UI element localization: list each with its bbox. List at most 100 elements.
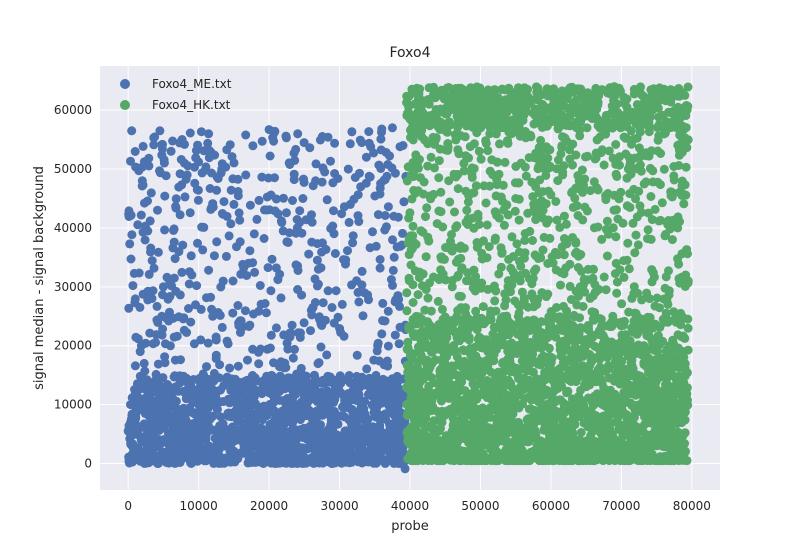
data-point-me: [301, 371, 311, 381]
data-point-me: [276, 376, 286, 386]
data-point-hk: [662, 296, 672, 306]
data-point-hk: [520, 229, 530, 238]
data-point-me: [366, 442, 376, 452]
data-point-hk: [568, 436, 578, 446]
data-point-hk: [507, 382, 517, 392]
data-point-me: [265, 343, 275, 353]
data-point-hk: [436, 207, 446, 217]
data-point-me: [375, 255, 385, 264]
data-point-me: [216, 385, 226, 395]
data-point-hk: [404, 276, 414, 286]
data-point-hk: [425, 432, 435, 442]
data-point-me: [346, 438, 356, 448]
data-point-hk: [529, 315, 538, 325]
data-point-me: [231, 405, 241, 415]
data-point-me: [290, 344, 299, 354]
data-point-me: [180, 192, 190, 202]
data-point-me: [209, 251, 219, 261]
data-point-me: [130, 453, 140, 463]
data-point-hk: [447, 276, 457, 285]
data-point-hk: [671, 311, 681, 321]
data-point-me: [348, 238, 358, 248]
data-point-me: [185, 208, 195, 218]
data-point-me: [228, 308, 238, 318]
data-point-me: [358, 311, 368, 321]
data-point-me: [234, 208, 244, 218]
data-point-me: [309, 456, 319, 466]
data-point-me: [250, 429, 260, 439]
data-point-hk: [408, 431, 418, 441]
data-point-me: [381, 222, 391, 232]
data-point-hk: [624, 371, 634, 381]
data-point-me: [265, 151, 275, 161]
data-point-me: [393, 212, 403, 222]
data-point-me: [266, 286, 276, 296]
data-point-hk: [508, 417, 518, 427]
data-point-me: [217, 322, 227, 332]
data-point-me: [356, 182, 366, 192]
data-point-hk: [568, 202, 578, 212]
data-point-hk: [604, 229, 613, 239]
data-point-hk: [669, 390, 679, 400]
data-point-hk: [440, 325, 450, 335]
data-point-hk: [677, 190, 687, 200]
data-point-hk: [613, 357, 623, 367]
data-point-me: [363, 389, 373, 399]
data-point-me: [141, 434, 151, 443]
data-point-hk: [575, 456, 585, 466]
data-point-me: [339, 202, 349, 212]
data-point-hk: [627, 360, 637, 370]
data-point-hk: [597, 434, 607, 444]
data-point-me: [153, 205, 162, 215]
data-point-me: [168, 136, 178, 146]
data-point-hk: [485, 166, 495, 176]
data-point-me: [275, 458, 285, 468]
data-point-me: [235, 215, 245, 225]
data-point-hk: [494, 213, 504, 223]
data-point-hk: [546, 353, 556, 363]
data-point-hk: [517, 346, 526, 355]
data-point-hk: [602, 216, 612, 226]
data-point-me: [159, 158, 169, 168]
data-point-me: [201, 456, 211, 466]
data-point-me: [266, 458, 276, 468]
data-point-hk: [425, 446, 435, 456]
data-point-hk: [602, 395, 612, 405]
data-point-hk: [667, 235, 677, 245]
data-point-hk: [568, 139, 578, 149]
data-point-me: [193, 195, 203, 205]
data-point-hk: [679, 400, 689, 410]
data-point-hk: [682, 368, 692, 378]
data-point-hk: [661, 369, 670, 379]
data-point-me: [259, 234, 269, 243]
data-point-me: [174, 182, 184, 192]
data-point-hk: [568, 160, 577, 170]
data-point-hk: [549, 386, 559, 395]
data-point-hk: [434, 156, 444, 166]
data-point-hk: [412, 319, 422, 329]
data-point-hk: [607, 345, 616, 355]
data-point-me: [212, 185, 222, 195]
data-point-hk: [612, 288, 622, 298]
data-point-me: [199, 146, 209, 156]
data-point-hk: [487, 155, 497, 165]
data-point-me: [386, 400, 395, 410]
data-point-me: [396, 437, 406, 446]
data-point-hk: [402, 411, 412, 420]
data-point-me: [129, 430, 139, 439]
data-point-hk: [541, 292, 551, 302]
data-point-hk: [420, 412, 430, 421]
data-point-hk: [476, 283, 486, 293]
data-point-hk: [442, 127, 452, 137]
data-point-hk: [568, 363, 578, 373]
data-point-hk: [425, 191, 435, 201]
data-point-hk: [611, 169, 621, 179]
data-point-me: [369, 148, 379, 158]
data-point-hk: [634, 143, 644, 153]
data-point-me: [159, 410, 169, 420]
data-point-hk: [471, 306, 481, 316]
data-point-me: [307, 310, 317, 320]
data-point-hk: [546, 316, 556, 325]
data-point-hk: [637, 295, 647, 305]
data-point-me: [188, 407, 197, 417]
